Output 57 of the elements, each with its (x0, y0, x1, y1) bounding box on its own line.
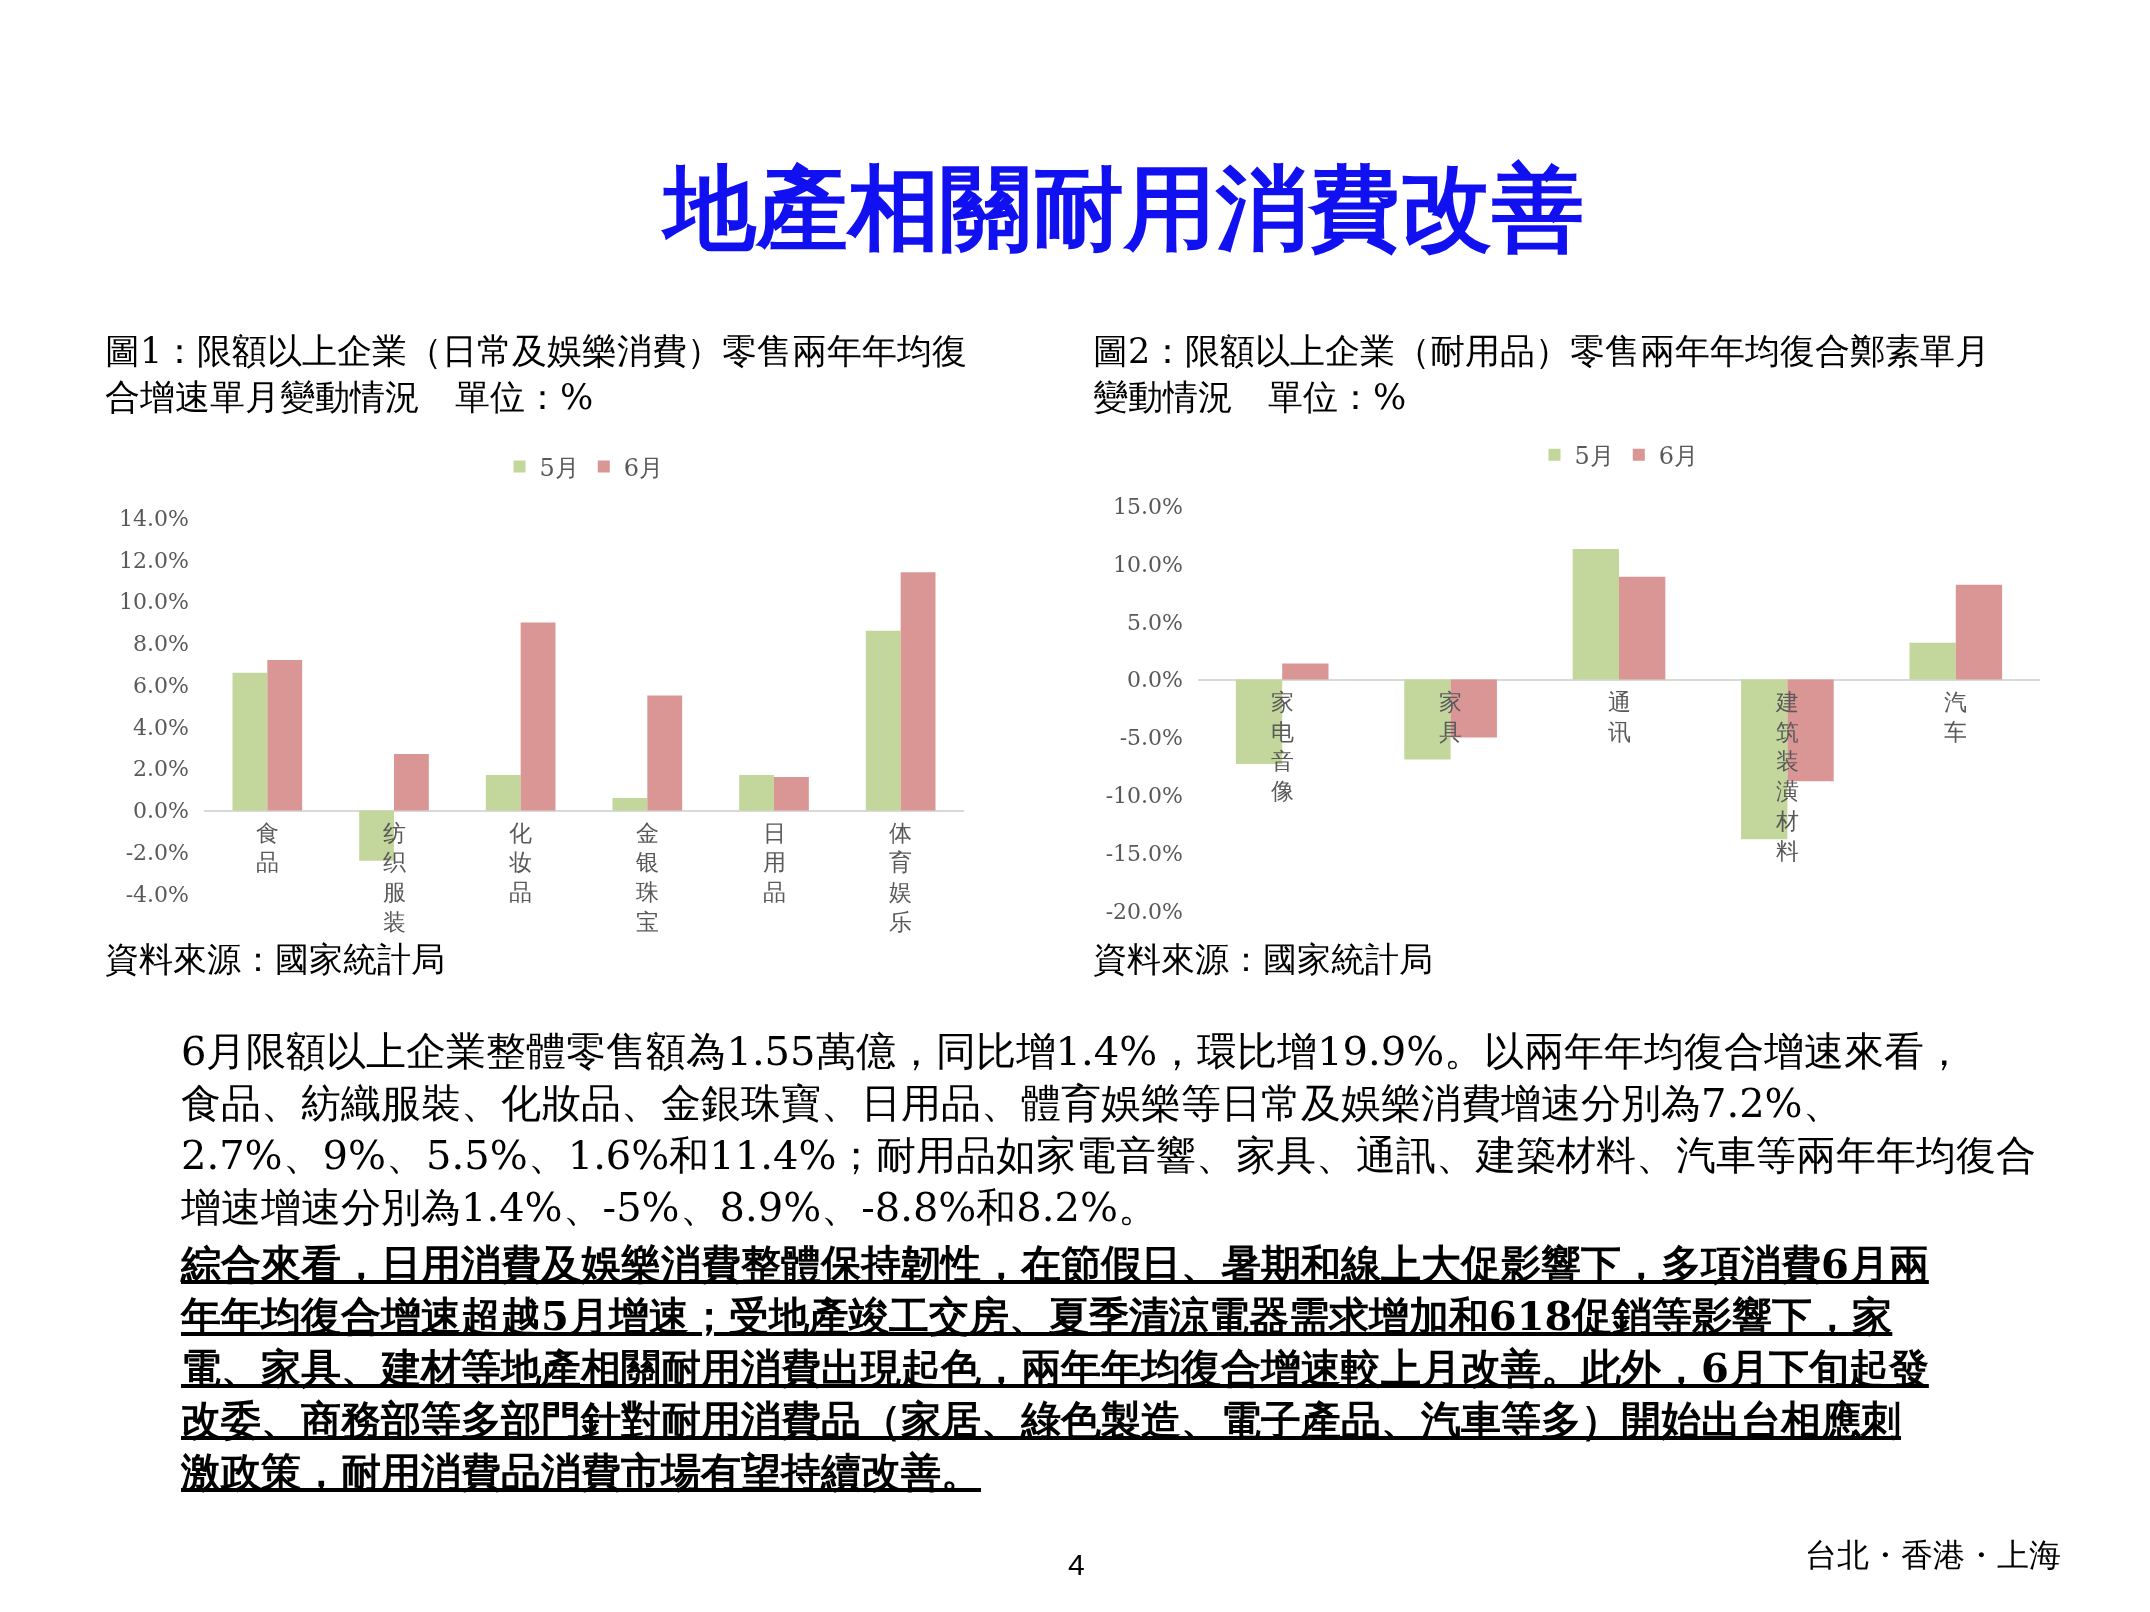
bar (647, 695, 683, 811)
y-tick-label: -2.0% (125, 840, 189, 866)
y-tick-label: -10.0% (1105, 782, 1183, 808)
x-tick-label: 体育娱乐 (889, 819, 913, 936)
chart-title: 圖1：限額以上企業（日常及娛樂消費）零售兩年年均復合增速單月變動情況 單位：% (105, 331, 968, 417)
bar (1619, 576, 1666, 680)
x-tick-label: 家具 (1439, 688, 1463, 745)
y-tick-label: -20.0% (1105, 898, 1183, 924)
y-tick-label: 6.0% (133, 672, 189, 698)
text: 台北・香港・上海 (1805, 1536, 2061, 1574)
y-tick-label: 2.0% (133, 756, 189, 782)
y-tick-label: 15.0% (1113, 493, 1183, 519)
x-tick-label: 食品 (255, 819, 279, 876)
x-tick-label: 日用品 (762, 819, 786, 906)
y-tick-label: 8.0% (133, 631, 189, 657)
bar (485, 775, 521, 811)
x-tick-label: 建筑装潢材料 (1774, 688, 1799, 865)
bar (232, 672, 268, 811)
bar (900, 572, 936, 811)
legend-label: 6月 (1658, 442, 1699, 471)
x-tick-label: 化妆品 (509, 819, 533, 906)
bar (1955, 584, 2003, 680)
y-tick-label: 0.0% (133, 798, 189, 824)
y-tick-label: 14.0% (119, 505, 189, 531)
text: 綜合來看，日用消費及娛樂消費整體保持韌性，在節假日、暑期和線上大促影響下，多項消費6月兩年年均復合增速超越5月增速；受地產竣工交房、夏季清涼電器需求增加和618促銷等影響下，家電、家具、建材等地產相關耐用消費出現起色，兩年年均復合增速較上月改善。此外，6月下旬起發改委、商務部等多部門針對耐用消費品（家居、綠色製造、電子產品、汽車等多）開始出台相應刺激政策，耐用消費品消費市場有望持續改善。 (180, 1240, 1929, 1495)
chart-title: 圖2：限額以上企業（耐用品）零售兩年年均復合鄭素單月變動情況 單位：% (1093, 331, 1991, 417)
y-tick-label: 5.0% (1127, 609, 1183, 635)
legend-label: 6月 (623, 453, 664, 482)
bar (1572, 548, 1619, 680)
text: 地產相關耐用消費改善 (660, 154, 1584, 262)
y-tick-label: -15.0% (1105, 840, 1183, 866)
text: 6月限額以上企業整體零售額為1.55萬億，同比增1.4%，環比增19.9%。以兩年年均復合增速來看，食品、紡織服裝、化妝品、金銀珠寶、日用品、體育娛樂等日常及娛樂消費增速分別為7.2%、2.7%、9%、5.5%、1.6%和11.4%；耐用品如家電音響、家具、通訊、建築材料、汽車等兩年年均復合增速增速分別為1.4%、-5%、8.9%、-8.8%和8.2%。 (180, 1028, 2037, 1230)
x-tick-label: 通讯 (1607, 688, 1631, 745)
y-tick-label: 4.0% (133, 714, 189, 740)
y-tick-label: 0.0% (1127, 667, 1183, 693)
bar (865, 630, 901, 811)
source-note: 資料來源：國家統計局 (1093, 939, 1433, 979)
source-note: 資料來源：國家統計局 (105, 939, 445, 979)
y-tick-label: 12.0% (119, 547, 189, 573)
y-tick-label: -4.0% (125, 881, 189, 907)
bar (394, 754, 429, 811)
bar (1282, 663, 1329, 680)
bar (520, 622, 556, 811)
bar (612, 798, 648, 811)
bar (739, 775, 774, 811)
bar (774, 777, 809, 811)
bar (267, 660, 303, 811)
y-tick-label: 10.0% (1113, 551, 1183, 577)
y-tick-label: 10.0% (119, 589, 189, 615)
legend-label: 5月 (539, 453, 579, 482)
y-tick-label: -5.0% (1119, 725, 1183, 751)
legend-label: 5月 (1574, 442, 1614, 471)
x-tick-label: 纺织服装 (382, 819, 406, 936)
text: 4 (1068, 1548, 1085, 1581)
x-tick-label: 金银珠宝 (634, 819, 659, 936)
x-tick-label: 汽车 (1944, 688, 1968, 745)
bar (1909, 642, 1956, 680)
